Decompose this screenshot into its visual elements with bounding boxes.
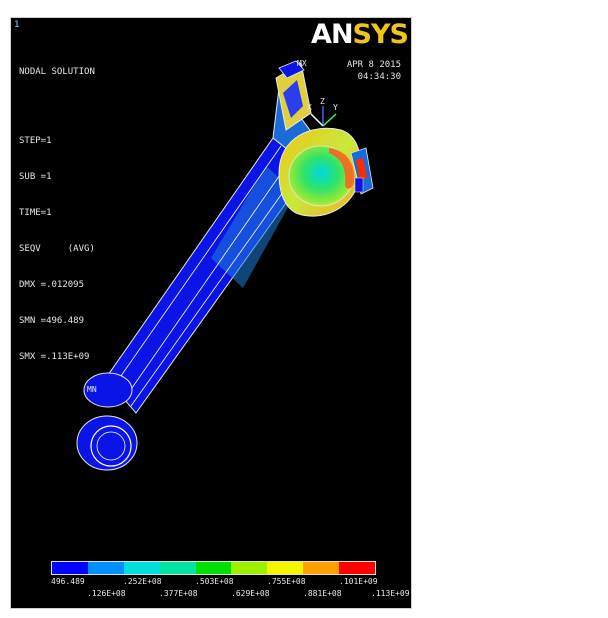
coordinate-triad: Z X Y [307,97,338,127]
graphics-window[interactable]: 1 NODAL SOLUTION STEP=1 SUB =1 TIME=1 SE… [10,17,412,609]
legend-label: 496.489 [51,577,85,586]
legend-swatch [159,562,196,574]
window-number: 1 [14,20,20,30]
triad-y: Y [333,103,338,112]
min-marker: MN [87,385,97,394]
ansys-logo: ANSYS [311,19,409,50]
solution-title: NODAL SOLUTION [19,67,95,77]
legend-swatch [231,562,268,574]
legend-label: .881E+08 [303,589,342,598]
info-sub: SUB =1 [19,172,52,182]
info-time: TIME=1 [19,208,52,218]
legend-swatch [52,562,88,574]
connecting-rod-model: Z X Y MX MN [76,59,374,471]
logo-sys: SYS [352,19,409,50]
legend-label: .101E+09 [339,577,378,586]
solution-info: NODAL SOLUTION STEP=1 SUB =1 TIME=1 SEQV… [19,42,95,387]
legend-swatch [267,562,304,574]
max-marker: MX [297,59,307,68]
triad-z: Z [320,97,325,106]
legend-labels: 496.489 .252E+08 .503E+08 .755E+08 .101E… [51,575,410,601]
legend-swatch [339,562,376,574]
date-label: APR 8 2015 [346,60,401,70]
small-end [76,372,138,471]
legend-swatch [123,562,160,574]
legend-label: .113E+09 [371,589,410,598]
info-smn: SMN =496.489 [19,316,85,326]
info-dmx: DMX =.012095 [19,280,85,290]
date-time: APR 8 2015 04:34:30 [347,59,401,83]
legend-label: .629E+08 [231,589,270,598]
info-step: STEP=1 [19,136,52,146]
legend-color-bar [51,561,376,575]
legend-label: .252E+08 [123,577,162,586]
legend-label: .503E+08 [195,577,234,586]
legend-label: .755E+08 [267,577,306,586]
legend-swatch [87,562,124,574]
legend-swatch [303,562,340,574]
legend-label: .377E+08 [159,589,198,598]
triad-x: X [307,103,312,112]
info-smx: SMX =.113E+09 [19,352,90,362]
contour-legend: 496.489 .252E+08 .503E+08 .755E+08 .101E… [51,561,410,601]
legend-label: .126E+08 [87,589,126,598]
logo-an: AN [311,19,353,50]
legend-swatch [195,562,232,574]
big-end [272,60,374,217]
time-label: 04:34:30 [357,72,401,82]
info-seqv: SEQV (AVG) [19,244,95,254]
